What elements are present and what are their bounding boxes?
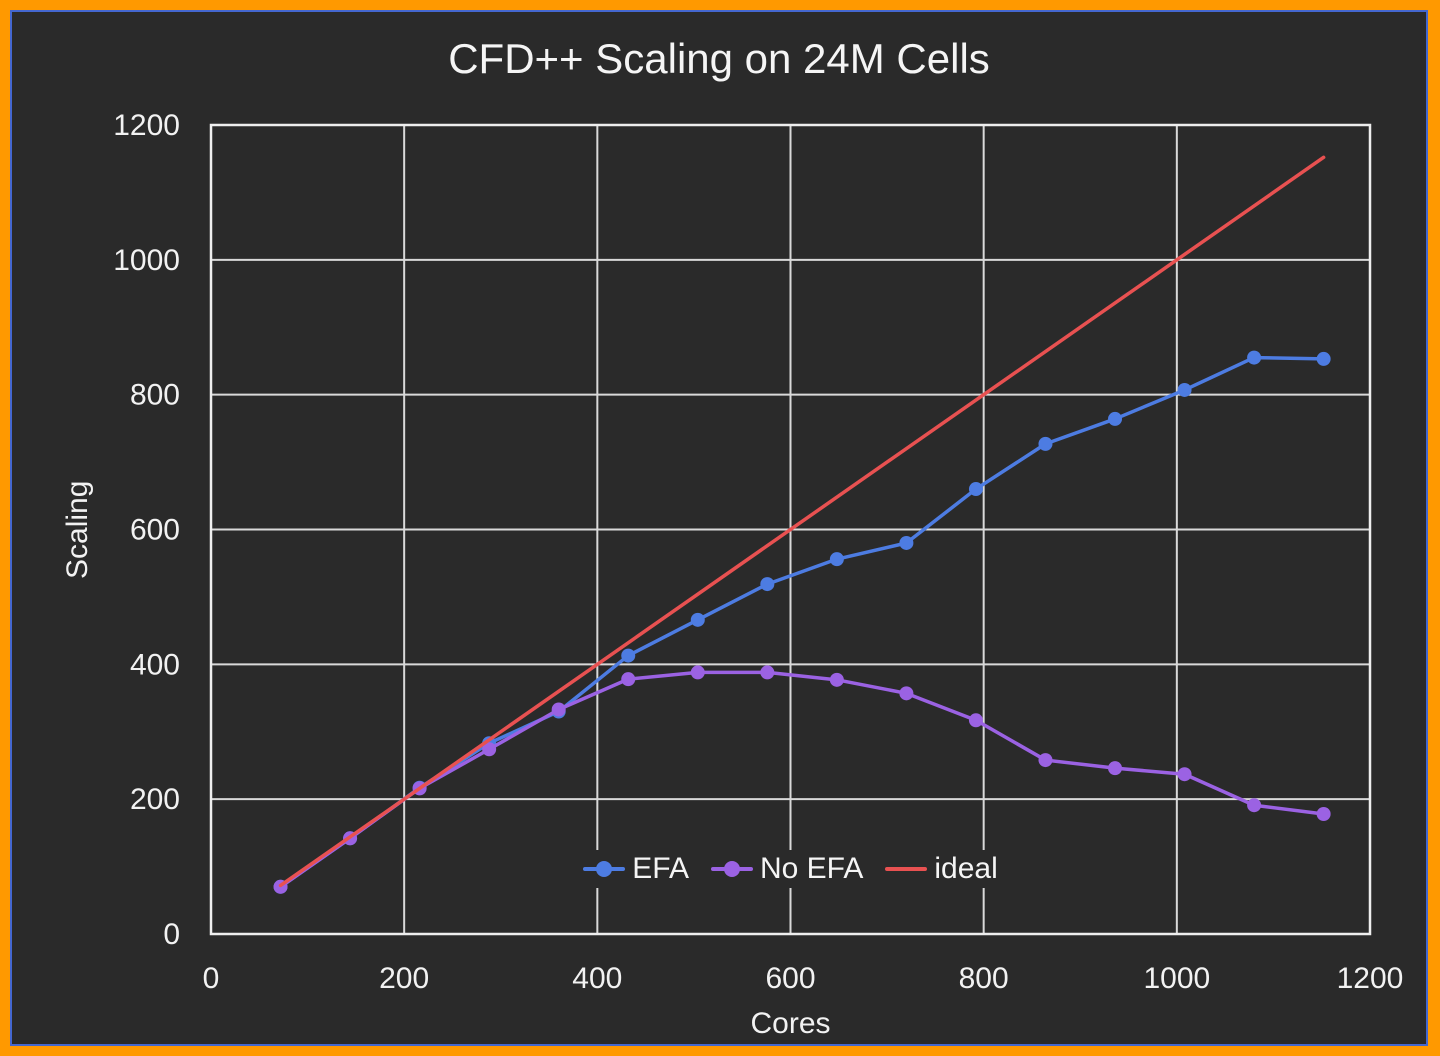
plot-border [209, 123, 1372, 936]
x-tick-label-1200: 1200 [1337, 962, 1404, 995]
series-line-efa [278, 355, 1326, 889]
chart-background: CFD++ Scaling on 24M Cells 0 200 400 600 800… [10, 10, 1428, 1046]
y-tick-label-0: 0 [163, 918, 180, 951]
series-point-no-efa [690, 665, 705, 680]
x-tick-label-800: 800 [959, 962, 1009, 995]
series-point-efa [1038, 436, 1053, 451]
y-tick-label-1200: 1200 [113, 109, 180, 142]
series-point-efa [1108, 411, 1123, 426]
y-tick-label-800: 800 [130, 379, 180, 412]
series-point-no-efa [829, 672, 844, 687]
series-point-no-efa [1247, 798, 1262, 813]
series-point-no-efa [482, 742, 497, 757]
series-point-no-efa [1316, 806, 1331, 821]
x-tick-label-400: 400 [572, 962, 622, 995]
plot-area: 0 200 400 600 800 1000 1200 0 200 400 600 800 1000 12… [113, 109, 1404, 995]
series-line-no-efa [278, 670, 1326, 889]
series-point-efa [1247, 350, 1262, 365]
chart-title: CFD++ Scaling on 24M Cells [448, 35, 990, 82]
x-tick-label-600: 600 [765, 962, 815, 995]
series-point-efa [829, 552, 844, 567]
y-tick-label-400: 400 [130, 648, 180, 681]
series-point-no-efa [1108, 761, 1123, 776]
series-point-efa [760, 577, 775, 592]
x-tick-label-1000: 1000 [1143, 962, 1210, 995]
x-tick-label-0: 0 [203, 962, 220, 995]
series-point-efa [899, 535, 914, 550]
series-point-no-efa [968, 713, 983, 728]
series-point-efa [621, 648, 636, 663]
y-tick-label-1000: 1000 [113, 244, 180, 277]
y-tick-label-200: 200 [130, 783, 180, 816]
series-point-no-efa [899, 686, 914, 701]
series-point-no-efa [1038, 753, 1053, 768]
series-point-no-efa [760, 665, 775, 680]
series-point-efa [968, 482, 983, 497]
series-point-no-efa [1177, 767, 1192, 782]
y-axis-label: Scaling [61, 480, 94, 580]
series-point-no-efa [621, 672, 636, 687]
series-point-efa [690, 612, 705, 627]
series-line-ideal [278, 155, 1326, 888]
series-point-no-efa [551, 702, 566, 717]
series-point-efa [1177, 382, 1192, 397]
x-tick-label-200: 200 [379, 962, 429, 995]
y-tick-label-600: 600 [130, 514, 180, 547]
x-axis-label: Cores [750, 1007, 831, 1040]
series-point-efa [1316, 351, 1331, 366]
